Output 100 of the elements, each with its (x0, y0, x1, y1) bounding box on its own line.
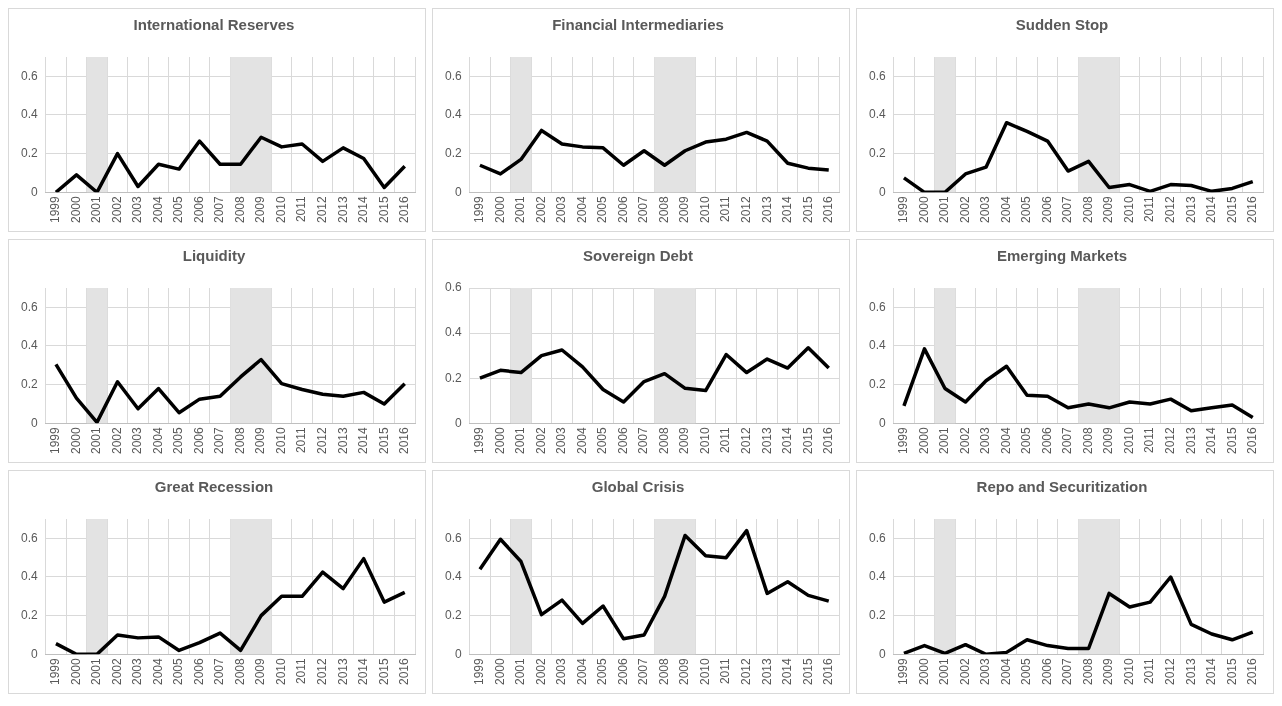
x-tick-label: 2004 (150, 195, 165, 224)
y-tick-label: 0.2 (868, 607, 886, 622)
y-tick-label: 0 (878, 415, 886, 430)
x-tick-label: 2016 (821, 426, 836, 455)
x-tick-label: 2012 (738, 657, 753, 686)
x-tick-label: 2015 (376, 195, 391, 224)
x-tick-label: 2012 (1162, 426, 1177, 455)
x-tick-label: 2012 (314, 195, 329, 224)
y-tick-label: 0.4 (444, 325, 462, 340)
chart-title: Financial Intermediaries (552, 16, 724, 34)
y-tick-label: 0.6 (868, 299, 886, 314)
x-tick-label: 2016 (397, 195, 412, 224)
x-tick-label: 2005 (171, 195, 186, 224)
x-tick-label: 2008 (656, 195, 671, 224)
chart-title: Emerging Markets (996, 247, 1128, 265)
x-tick-label: 2005 (595, 195, 610, 224)
x-tick-label: 2001 (513, 195, 528, 224)
x-tick-label: 2010 (1121, 657, 1136, 686)
x-tick-label: 2005 (171, 657, 186, 686)
x-tick-label: 2014 (780, 195, 795, 224)
x-tick-label: 2003 (554, 195, 569, 224)
x-tick-label: 2001 (937, 426, 952, 455)
chart-title: Great Recession (154, 478, 274, 496)
x-tick-label: 1999 (896, 426, 911, 455)
x-tick-label: 2004 (150, 657, 165, 686)
y-tick-label: 0.2 (868, 376, 886, 391)
x-tick-label: 2009 (677, 657, 692, 686)
x-tick-label: 2009 (1101, 195, 1116, 224)
x-tick-label: 2011 (718, 657, 733, 685)
x-tick-label: 2010 (273, 657, 288, 686)
x-tick-label: 2003 (554, 657, 569, 686)
y-tick-label: 0.2 (444, 370, 462, 385)
x-tick-label: 2006 (191, 426, 206, 455)
chart-title: Sovereign Debt (582, 247, 694, 265)
x-tick-label: 2006 (1039, 657, 1054, 686)
x-tick-label: 1999 (48, 195, 63, 224)
x-tick-label: 2008 (232, 426, 247, 455)
x-tick-label: 2011 (1142, 195, 1157, 223)
x-tick-label: 1999 (472, 657, 487, 686)
y-tick-label: 0.4 (20, 338, 38, 353)
x-tick-label: 2001 (89, 195, 104, 224)
x-tick-label: 2005 (595, 426, 610, 455)
x-tick-label: 2014 (1204, 195, 1219, 224)
y-tick-label: 0 (30, 646, 38, 661)
x-tick-label: 2007 (1060, 657, 1075, 686)
x-tick-label: 2013 (759, 657, 774, 686)
x-tick-label: 2003 (130, 195, 145, 224)
x-tick-label: 2012 (738, 426, 753, 455)
x-tick-label: 2000 (492, 195, 507, 224)
y-tick-label: 0 (878, 646, 886, 661)
x-tick-label: 2009 (253, 657, 268, 686)
y-tick-label: 0.6 (20, 299, 38, 314)
x-tick-label: 2016 (1245, 426, 1260, 455)
x-tick-label: 2013 (759, 195, 774, 224)
x-tick-label: 2012 (1162, 195, 1177, 224)
x-tick-label: 2004 (150, 426, 165, 455)
x-tick-label: 2015 (800, 657, 815, 686)
x-tick-label: 2003 (978, 195, 993, 224)
x-tick-label: 2015 (800, 426, 815, 455)
x-tick-label: 2001 (89, 426, 104, 455)
x-tick-label: 2003 (130, 426, 145, 455)
x-tick-label: 2012 (738, 195, 753, 224)
x-tick-label: 2013 (1183, 657, 1198, 686)
x-tick-label: 2008 (656, 426, 671, 455)
x-tick-label: 2008 (1080, 195, 1095, 224)
chart-title: Sudden Stop (1015, 16, 1109, 34)
x-tick-label: 1999 (48, 426, 63, 455)
x-tick-label: 2000 (68, 657, 83, 686)
x-tick-label: 2009 (253, 426, 268, 455)
y-tick-label: 0.2 (20, 145, 38, 160)
x-tick-label: 2015 (376, 657, 391, 686)
x-tick-label: 2008 (232, 657, 247, 686)
y-tick-label: 0.6 (20, 68, 38, 83)
x-tick-label: 2000 (916, 426, 931, 455)
y-tick-label: 0.4 (444, 107, 462, 122)
x-tick-label: 2006 (191, 195, 206, 224)
chart-title: Repo and Securitization (976, 478, 1148, 496)
x-tick-label: 2006 (1039, 426, 1054, 455)
x-tick-label: 2016 (821, 195, 836, 224)
x-tick-label: 2016 (1245, 657, 1260, 686)
x-tick-label: 2001 (513, 426, 528, 455)
x-tick-label: 2003 (554, 426, 569, 455)
x-tick-label: 2007 (1060, 426, 1075, 455)
x-tick-label: 2000 (492, 657, 507, 686)
x-tick-label: 2015 (376, 426, 391, 455)
x-tick-label: 2006 (615, 426, 630, 455)
x-tick-label: 2016 (397, 426, 412, 455)
x-tick-label: 2007 (636, 657, 651, 686)
x-tick-label: 2009 (1101, 426, 1116, 455)
x-tick-label: 2004 (574, 195, 589, 224)
x-tick-label: 2006 (615, 657, 630, 686)
x-tick-label: 2003 (978, 657, 993, 686)
x-tick-label: 2006 (615, 195, 630, 224)
x-tick-label: 2002 (957, 657, 972, 686)
y-tick-label: 0.4 (444, 569, 462, 584)
x-tick-label: 2015 (800, 195, 815, 224)
x-tick-label: 2007 (212, 426, 227, 455)
y-tick-label: 0.6 (868, 68, 886, 83)
x-tick-label: 2009 (677, 195, 692, 224)
x-tick-label: 2013 (335, 426, 350, 455)
